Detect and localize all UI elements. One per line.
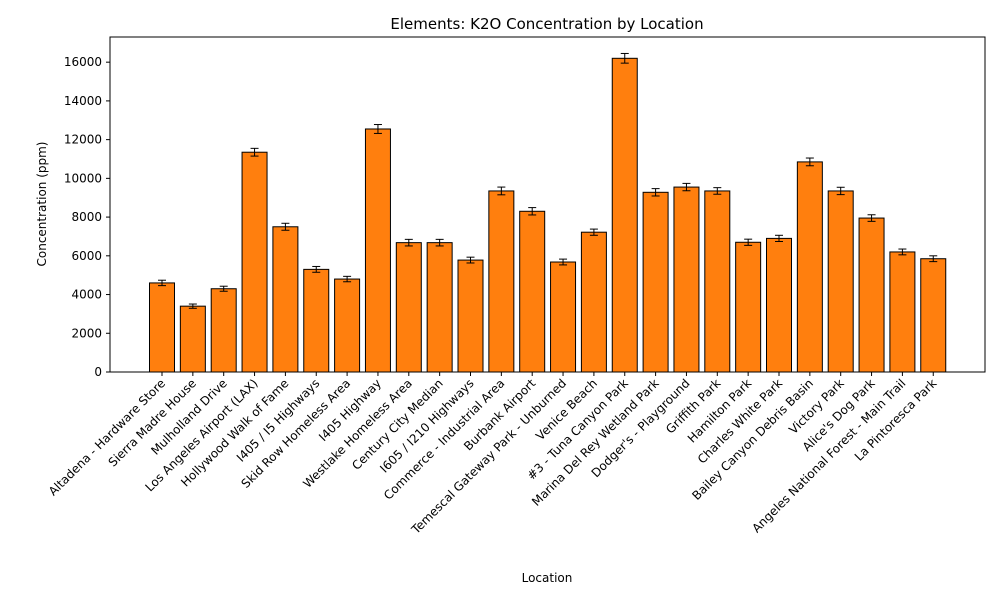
error-bar [373, 124, 382, 134]
bar [827, 190, 854, 373]
error-bar [682, 182, 691, 192]
y-tick-label: 10000 [64, 171, 102, 185]
bar [642, 191, 669, 373]
error-bar [497, 186, 506, 196]
bar [796, 161, 823, 373]
error-bar [343, 275, 352, 283]
error-bar [312, 265, 321, 273]
bar [611, 57, 638, 373]
bar [149, 282, 175, 373]
error-bar [559, 258, 568, 266]
error-bar [867, 214, 876, 222]
error-bar [929, 255, 938, 263]
y-axis-label: Concentration (ppm) [35, 142, 49, 267]
bar [303, 268, 330, 373]
error-bar [898, 248, 907, 256]
y-tick-label: 0 [94, 365, 102, 379]
error-bar [713, 187, 722, 195]
bar [364, 128, 391, 373]
error-bar [250, 147, 259, 157]
error-bar [620, 52, 629, 64]
error-bar [744, 238, 753, 246]
bar [241, 151, 268, 373]
y-tick-label: 2000 [71, 326, 102, 340]
error-bar [589, 228, 598, 236]
error-bar [836, 186, 845, 196]
error-bar [775, 234, 783, 242]
error-bar [404, 238, 413, 247]
bar [519, 210, 546, 373]
y-tick-label: 16000 [64, 55, 102, 69]
x-axis-label: Location [522, 571, 573, 585]
bar [334, 278, 361, 373]
y-tick-label: 6000 [71, 249, 102, 263]
bar [426, 242, 453, 373]
bar [858, 217, 885, 373]
bar [550, 261, 577, 373]
error-bar [188, 303, 197, 309]
bar [580, 231, 607, 373]
error-bar [805, 157, 814, 167]
bar [179, 305, 206, 373]
error-bar [219, 285, 228, 292]
y-tick-label: 8000 [71, 210, 102, 224]
bar [272, 226, 299, 373]
bar [889, 251, 916, 373]
bar [210, 288, 237, 373]
chart-title: Elements: K2O Concentration by Location [390, 15, 703, 33]
error-bar [158, 279, 166, 287]
bar [920, 258, 947, 373]
error-bar [435, 238, 444, 247]
plot-frame [109, 36, 986, 373]
y-tick-label: 14000 [64, 94, 102, 108]
bar [488, 190, 515, 373]
error-bar [528, 207, 537, 216]
y-tick-label: 12000 [64, 133, 102, 147]
bar [457, 259, 484, 373]
bar [395, 242, 422, 373]
error-bar [281, 222, 290, 231]
error-bars-group [158, 52, 938, 309]
bar [673, 186, 700, 373]
bar [735, 241, 762, 373]
bars-group [149, 57, 947, 373]
error-bar [466, 256, 475, 264]
bar [704, 190, 731, 373]
bar [766, 237, 792, 373]
y-tick-label: 4000 [71, 288, 102, 302]
y-axis: 0 2000 4000 6000 8000 10000 12000 14000 16000 [64, 55, 110, 379]
error-bar [651, 188, 660, 197]
